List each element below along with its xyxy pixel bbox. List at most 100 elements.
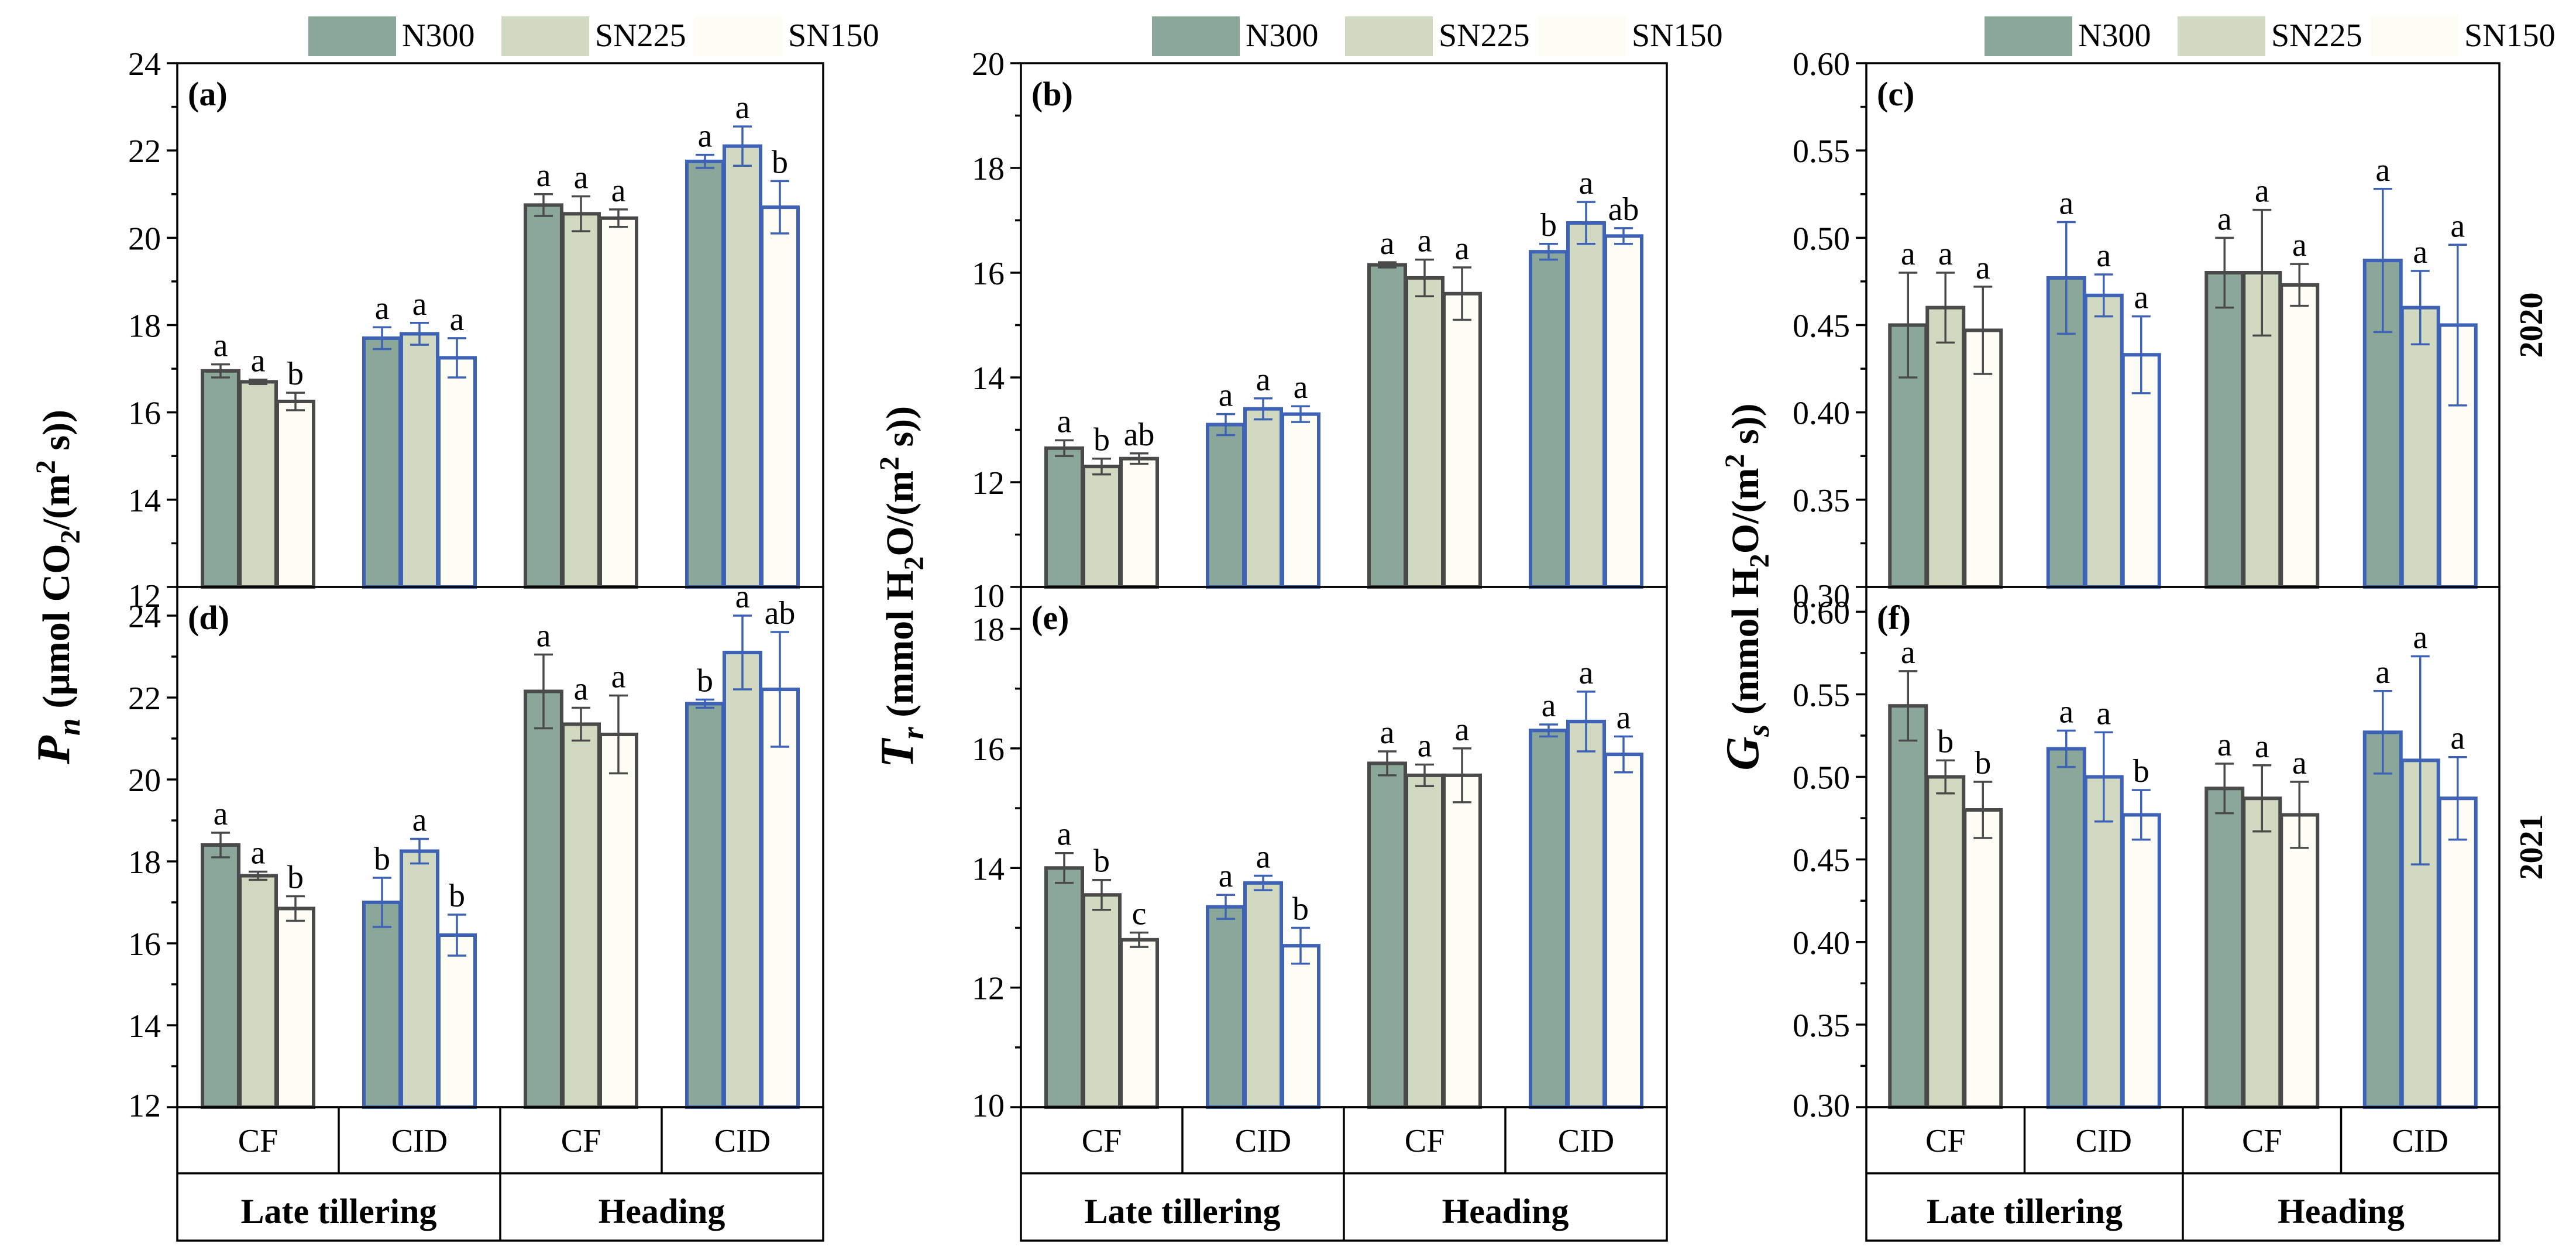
significance-letter: ab (1124, 417, 1155, 453)
bar (524, 689, 563, 1109)
significance-letter: a (1901, 236, 1915, 272)
y-axis-label-part: (μmol CO (35, 544, 78, 718)
bar (1405, 276, 1445, 589)
bar (2121, 813, 2161, 1109)
y-axis-label: Tr (mmol H2O/(m2 s)) (872, 406, 930, 768)
y-tick-label: 18 (972, 151, 1005, 187)
bar (1405, 773, 1445, 1109)
legend-swatch-N300 (308, 16, 396, 56)
significance-letter: a (2450, 720, 2465, 757)
bar (1367, 761, 1407, 1109)
y-axis-label: Gs (mmol H2O/(m2 s)) (1717, 403, 1776, 770)
bar (2279, 283, 2320, 589)
significance-letter: b (1292, 891, 1309, 927)
panel-tag: (e) (1031, 599, 1069, 637)
bar (1529, 250, 1569, 589)
legend-label: N300 (402, 18, 474, 54)
significance-letter: a (1380, 715, 1395, 751)
significance-letter: b (374, 841, 390, 877)
significance-letter: b (1937, 723, 1954, 760)
panel-tag: (d) (188, 599, 229, 637)
bar (1442, 291, 1482, 589)
y-tick-label: 0.30 (1793, 578, 1850, 614)
significance-letter: a (2217, 201, 2232, 237)
bar (2083, 775, 2124, 1109)
bar (276, 906, 315, 1109)
panel-tag: (c) (1877, 75, 1914, 113)
significance-letter: a (450, 301, 465, 338)
significance-letter: a (1455, 712, 1470, 748)
significance-letter: a (735, 90, 750, 126)
bar (1206, 905, 1246, 1110)
bar (400, 332, 439, 589)
y-tick-label: 20 (972, 46, 1005, 83)
bar (1566, 221, 1606, 589)
bar (723, 651, 762, 1109)
bar (1243, 881, 1283, 1109)
x-stage-label: Heading (1442, 1192, 1569, 1231)
significance-letter: a (735, 579, 750, 615)
significance-letter: a (412, 286, 427, 322)
significance-letter: b (449, 878, 465, 914)
bar (561, 212, 601, 589)
bar (1604, 234, 1643, 589)
bar (2046, 747, 2086, 1109)
y-tick-label: 0.45 (1793, 843, 1850, 879)
y-tick-label: 24 (128, 46, 161, 83)
y-tick-label: 10 (972, 578, 1005, 614)
y-tick-label: 18 (972, 612, 1005, 648)
significance-letter: a (1057, 816, 1072, 853)
significance-letter: a (2255, 173, 2269, 210)
significance-letter: b (287, 860, 304, 896)
legend-swatch-N300 (1985, 16, 2072, 56)
y-tick-label: 14 (972, 851, 1005, 887)
bar (1206, 423, 1246, 589)
y-tick-label: 18 (128, 308, 161, 345)
bar (276, 400, 315, 589)
bar (1044, 446, 1084, 589)
significance-letter: a (2255, 729, 2269, 765)
y-tick-label: 0.55 (1793, 677, 1850, 713)
significance-letter: a (1579, 655, 1594, 691)
bar (1281, 944, 1320, 1109)
significance-letter: a (412, 802, 427, 839)
y-axis-label-part: /(m (35, 474, 78, 530)
y-axis-label-part: 2 (874, 456, 905, 470)
significance-letter: a (1542, 688, 1556, 724)
y-axis-label-part: s)) (35, 410, 78, 460)
significance-letter: a (1617, 699, 1631, 736)
y-tick-label: 12 (972, 465, 1005, 502)
panel-tag: (f) (1877, 599, 1911, 637)
y-tick-label: 14 (128, 1008, 161, 1045)
legend-swatch-SN225 (2178, 16, 2265, 56)
significance-letter: a (2134, 280, 2148, 316)
y-tick-label: 22 (128, 681, 161, 717)
bar (201, 369, 240, 589)
bar (685, 702, 725, 1109)
y-tick-label: 12 (128, 578, 161, 614)
y-axis-label-part: s)) (1724, 403, 1767, 454)
y-tick-label: 24 (128, 599, 161, 635)
y-tick-label: 0.40 (1793, 925, 1850, 961)
significance-letter: a (536, 618, 551, 654)
bar (1119, 456, 1159, 589)
significance-letter: a (2292, 745, 2307, 781)
legend-label: SN150 (1632, 18, 1723, 54)
legend-label: SN225 (2271, 18, 2362, 54)
y-tick-label: 10 (972, 1088, 1005, 1124)
significance-letter: c (1132, 896, 1147, 932)
bar (238, 380, 278, 589)
legend-swatch-SN150 (1538, 16, 1626, 56)
y-axis-label-part: n (51, 718, 87, 736)
bar (2279, 813, 2320, 1109)
x-stage-label: Late tillering (1085, 1192, 1281, 1231)
bar (400, 849, 439, 1109)
y-tick-label: 16 (128, 396, 161, 432)
y-axis-label-part: O/(m (1724, 468, 1767, 554)
significance-letter: b (2133, 753, 2149, 789)
bar (1281, 412, 1320, 589)
bar (524, 203, 563, 589)
significance-letter: a (2059, 185, 2073, 221)
significance-letter: a (574, 159, 589, 195)
significance-letter: b (1093, 843, 1110, 880)
